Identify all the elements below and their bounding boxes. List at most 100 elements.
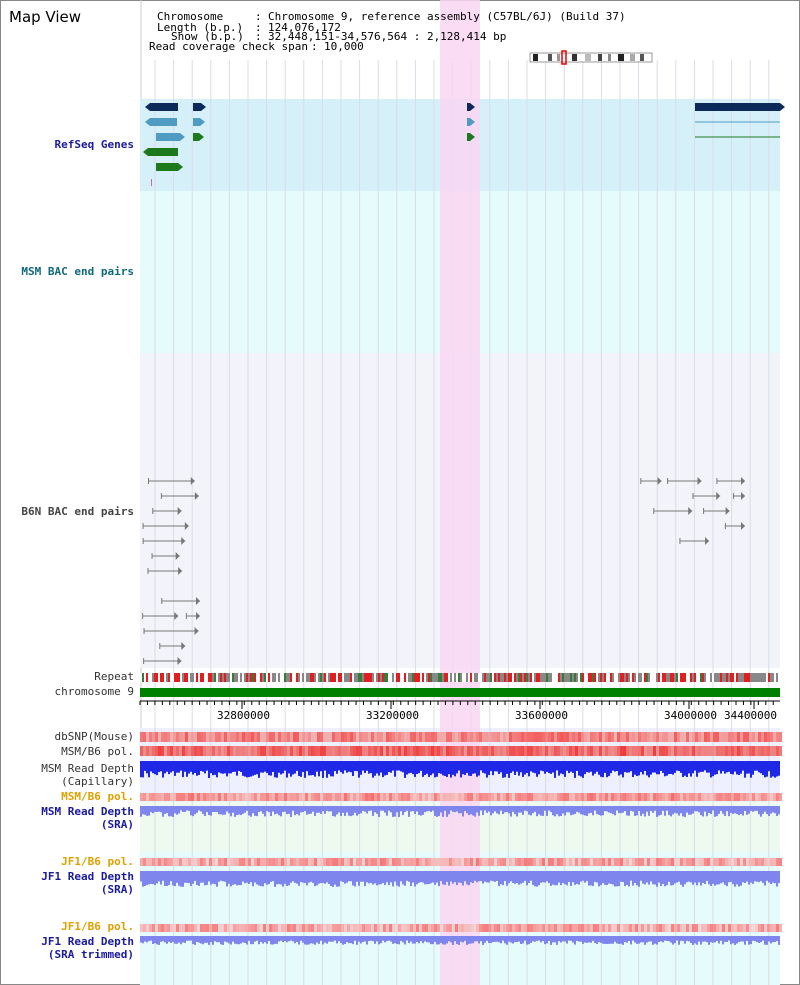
polymorphism-mark [716, 924, 719, 932]
polymorphism-mark [194, 793, 197, 801]
read-depth-bar [146, 806, 148, 816]
read-depth-bar [760, 871, 762, 882]
read-depth-bar [528, 871, 530, 883]
polymorphism-mark [425, 732, 428, 742]
polymorphism-mark [680, 858, 683, 866]
read-depth-bar [484, 936, 486, 943]
repeat-mark [664, 673, 666, 682]
read-depth-bar [486, 871, 488, 883]
track-label-msm-bac[interactable]: MSM BAC end pairs [21, 265, 134, 278]
polymorphism-mark [776, 924, 779, 932]
track-label-b6n-bac[interactable]: B6N BAC end pairs [21, 505, 134, 518]
read-depth-bar [384, 806, 386, 813]
read-depth-bar [444, 871, 446, 885]
read-depth-bar [626, 871, 628, 885]
repeat-mark [512, 673, 514, 682]
read-depth-bar [510, 936, 512, 943]
polymorphism-mark [341, 793, 344, 801]
polymorphism-mark [599, 793, 602, 801]
track-label-msm-b6-pol-2[interactable]: MSM/B6 pol. [61, 790, 134, 803]
read-depth-bar [748, 871, 750, 885]
read-depth-bar [518, 806, 520, 813]
read-depth-bar [394, 871, 396, 882]
polymorphism-mark [704, 732, 707, 742]
track-label-jf1-pol-2[interactable]: JF1/B6 pol. [61, 920, 134, 933]
read-depth-bar [550, 871, 552, 886]
read-depth-bar [306, 871, 308, 886]
read-depth-bar [256, 936, 258, 941]
polymorphism-mark [746, 732, 749, 742]
read-depth-bar [260, 761, 262, 773]
read-depth-bar [490, 761, 492, 772]
repeat-mark [700, 673, 702, 682]
track-label-msm-depth-capillary-1[interactable]: MSM Read Depth [41, 762, 134, 775]
read-depth-bar [366, 806, 368, 814]
repeat-mark [762, 673, 764, 682]
read-depth-bar [678, 871, 680, 882]
read-depth-bar [714, 761, 716, 775]
read-depth-bar [696, 806, 698, 812]
polymorphism-mark [710, 858, 713, 866]
track-label-jf1-pol-1[interactable]: JF1/B6 pol. [61, 855, 134, 868]
repeat-mark [480, 673, 482, 682]
track-label-chromosome[interactable]: chromosome 9 [54, 685, 134, 698]
read-depth-bar [166, 806, 168, 814]
gene-arrow [201, 103, 206, 111]
polymorphism-mark [641, 858, 644, 866]
read-depth-bar [460, 936, 462, 942]
polymorphism-mark [752, 793, 755, 801]
polymorphism-mark [380, 924, 383, 932]
repeat-mark [754, 673, 756, 682]
polymorphism-mark [323, 858, 326, 866]
read-depth-bar [634, 936, 636, 943]
repeat-mark [640, 673, 642, 682]
read-depth-bar [492, 871, 494, 882]
polymorphism-mark [578, 732, 581, 742]
read-depth-bar [390, 761, 392, 773]
track-label-jf1-depth-sra-1[interactable]: JF1 Read Depth [41, 870, 134, 883]
read-depth-bar [452, 936, 454, 945]
read-depth-bar [310, 761, 312, 776]
read-depth-bar [220, 936, 222, 945]
polymorphism-mark [758, 858, 761, 866]
polymorphism-mark [326, 793, 329, 801]
polymorphism-mark [206, 924, 209, 932]
read-depth-bar [672, 871, 674, 886]
polymorphism-mark [743, 732, 746, 742]
track-label-repeat[interactable]: Repeat [94, 670, 134, 683]
track-label-jf1-depth-trim-1[interactable]: JF1 Read Depth [41, 935, 134, 948]
read-depth-bar [410, 871, 412, 887]
read-depth-bar [622, 936, 624, 945]
track-label-refseq[interactable]: RefSeq Genes [54, 138, 134, 151]
read-depth-bar [686, 936, 688, 941]
read-depth-bar [700, 936, 702, 945]
read-depth-bar [350, 871, 352, 882]
read-depth-bar [232, 806, 234, 813]
read-depth-bar [192, 761, 194, 775]
polymorphism-mark [236, 746, 239, 756]
polymorphism-mark [455, 924, 458, 932]
polymorphism-mark [317, 924, 320, 932]
read-depth-bar [684, 806, 686, 817]
read-depth-bar [328, 806, 330, 812]
track-label-dbsnp[interactable]: dbSNP(Mouse) [54, 730, 134, 743]
read-depth-bar [588, 806, 590, 814]
track-label-msm-b6-pol-1[interactable]: MSM/B6 pol. [61, 745, 134, 758]
polymorphism-mark [272, 732, 275, 742]
read-depth-bar [776, 936, 778, 942]
polymorphism-mark [695, 746, 698, 756]
read-depth-bar [590, 936, 592, 943]
track-label-msm-depth-sra-1[interactable]: MSM Read Depth [41, 805, 134, 818]
read-depth-bar [722, 806, 724, 814]
read-depth-bar [340, 871, 342, 882]
read-depth-bar [542, 761, 544, 772]
polymorphism-mark [356, 732, 359, 742]
repeat-mark [272, 673, 274, 682]
polymorphism-mark [605, 793, 608, 801]
read-depth-bar [630, 761, 632, 772]
polymorphism-mark [173, 924, 176, 932]
read-depth-bar [180, 806, 182, 811]
read-depth-bar [176, 761, 178, 773]
polymorphism-mark [176, 746, 179, 756]
